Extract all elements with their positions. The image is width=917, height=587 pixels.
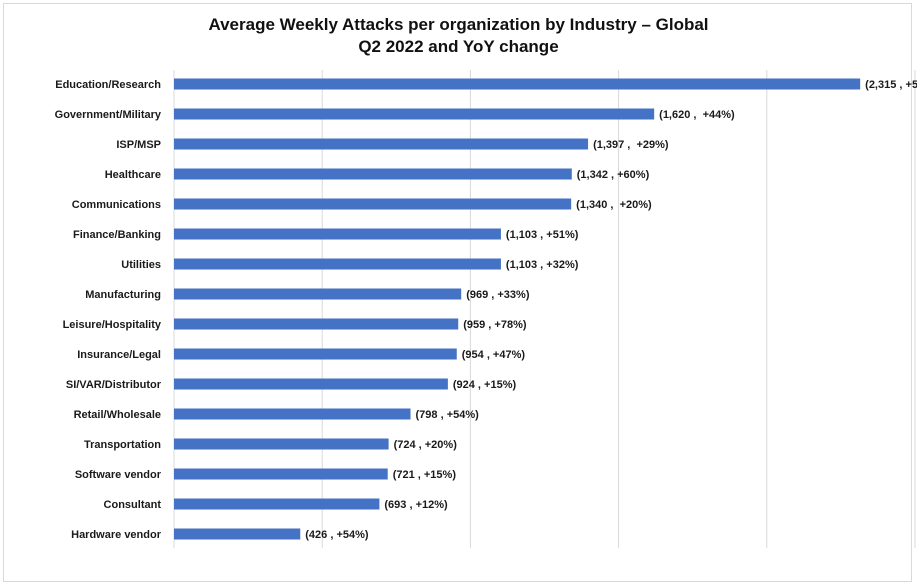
data-label: (1,103 , +51%) (506, 229, 579, 241)
bar (174, 408, 411, 420)
gridlines (173, 70, 916, 548)
data-label: (1,620 , +44%) (659, 109, 735, 121)
category-label: Leisure/Hospitality (63, 319, 162, 331)
bar (174, 108, 655, 120)
category-label: ISP/MSP (116, 139, 161, 151)
bar (174, 318, 459, 330)
category-label: Utilities (121, 259, 161, 271)
bar (174, 78, 861, 90)
category-label: Insurance/Legal (77, 349, 161, 361)
data-label: (1,397 , +29%) (593, 139, 669, 151)
data-label: (693 , +12%) (384, 499, 448, 511)
data-label: (969 , +33%) (466, 289, 530, 301)
bar (174, 168, 572, 180)
category-label: SI/VAR/Distributor (66, 379, 162, 391)
data-label: (2,315 , +53%) (865, 79, 917, 91)
bar (174, 258, 501, 270)
category-labels: Education/Research Government/Military ISP… (55, 79, 162, 541)
chart-subtitle: Q2 2022 and YoY change (358, 37, 559, 56)
data-label: (721 , +15%) (393, 469, 457, 481)
category-label: Transportation (84, 439, 161, 451)
category-label: Consultant (104, 499, 162, 511)
bar (174, 288, 462, 300)
category-label: Retail/Wholesale (74, 409, 161, 421)
bar (174, 228, 501, 240)
bar (174, 138, 589, 150)
data-label: (426 , +54%) (305, 529, 369, 541)
data-label: (724 , +20%) (394, 439, 458, 451)
bar (174, 378, 448, 390)
bar (174, 528, 301, 540)
category-label: Hardware vendor (71, 529, 162, 541)
bar (174, 468, 388, 480)
category-label: Healthcare (105, 169, 161, 181)
bar (174, 438, 389, 450)
data-label: (1,103 , +32%) (506, 259, 579, 271)
bar (174, 348, 457, 360)
data-label: (959 , +78%) (463, 319, 527, 331)
data-label: (798 , +54%) (416, 409, 480, 421)
bars (174, 78, 861, 540)
category-label: Finance/Banking (73, 229, 161, 241)
data-labels: (2,315 , +53%) (1,620 , +44%) (1,397 , +29… (305, 79, 917, 541)
bar (174, 498, 380, 510)
data-label: (924 , +15%) (453, 379, 517, 391)
data-label: (954 , +47%) (462, 349, 526, 361)
category-label: Manufacturing (85, 289, 161, 301)
data-label: (1,342 , +60%) (577, 169, 650, 181)
category-label: Software vendor (75, 469, 162, 481)
bar (174, 198, 572, 210)
category-label: Education/Research (55, 79, 161, 91)
chart-title-block: Average Weekly Attacks per organization … (0, 14, 917, 58)
data-label: (1,340 , +20%) (576, 199, 652, 211)
category-label: Government/Military (55, 109, 162, 121)
category-label: Communications (72, 199, 161, 211)
chart-title: Average Weekly Attacks per organization … (208, 15, 709, 34)
